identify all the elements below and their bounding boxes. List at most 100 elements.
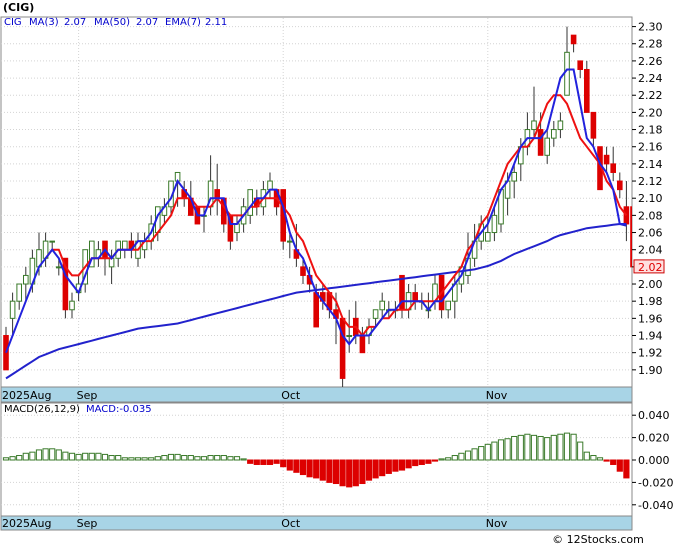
macd-bar xyxy=(458,452,465,461)
price-tick-label: 1.96 xyxy=(638,312,663,325)
macd-bar xyxy=(128,457,135,461)
last-price-label: 2.02 xyxy=(638,261,663,274)
macd-bar xyxy=(478,446,485,461)
macd-bar xyxy=(464,450,472,461)
candle-body xyxy=(372,309,379,319)
candle-body xyxy=(122,240,128,251)
price-tick-label: 2.30 xyxy=(638,21,663,34)
legend-ema7-label: EMA(7) xyxy=(165,17,201,28)
macd-bar xyxy=(438,458,445,461)
macd-bar xyxy=(616,459,623,472)
macd-bar xyxy=(299,459,307,476)
macd-tick-label: 0.000 xyxy=(638,454,670,467)
candle-body xyxy=(537,129,544,156)
candle-body xyxy=(89,240,95,268)
macd-bar xyxy=(379,459,386,477)
price-tick-label: 2.16 xyxy=(638,141,663,154)
macd-bar xyxy=(9,456,16,461)
legend-ma50-value: 2.07 xyxy=(136,17,158,28)
macd-bar xyxy=(596,457,604,461)
macd-bar xyxy=(49,448,56,461)
macd-bar xyxy=(570,433,577,461)
legend-symbol: CIG xyxy=(4,17,22,28)
candle-body xyxy=(577,60,584,70)
macd-bar xyxy=(134,457,142,461)
macd-bar xyxy=(451,455,458,461)
macd-bar xyxy=(319,459,326,481)
macd-bar xyxy=(471,448,478,461)
macd-bar xyxy=(352,459,359,487)
price-tick-label: 1.90 xyxy=(638,364,663,377)
candle-body xyxy=(551,129,557,139)
macd-bar xyxy=(590,455,597,461)
macd-bar xyxy=(273,459,280,464)
date-tick-label: Sep xyxy=(77,389,98,402)
macd-bar xyxy=(95,452,102,461)
macd-legend-value: MACD:-0.035 xyxy=(86,404,152,415)
price-tick-label: 2.08 xyxy=(638,209,663,222)
macd-bar xyxy=(524,433,531,461)
candle-body xyxy=(485,232,491,242)
date-tick-label: Nov xyxy=(486,389,508,402)
candle-body xyxy=(247,189,253,216)
macd-bar xyxy=(306,459,313,478)
date-tick-label: Nov xyxy=(486,517,508,530)
macd-bar xyxy=(200,456,208,461)
candle-body xyxy=(9,300,16,319)
macd-bar xyxy=(346,459,353,488)
price-tick-label: 1.98 xyxy=(638,295,663,308)
candle-body xyxy=(412,292,418,302)
candle-body xyxy=(445,300,451,311)
candle-body xyxy=(62,257,69,311)
candle-body xyxy=(16,283,22,302)
candle-body xyxy=(69,300,75,311)
macd-bar xyxy=(537,435,544,461)
macd-bar xyxy=(517,434,524,461)
macd-bar xyxy=(82,452,89,461)
price-tick-label: 2.18 xyxy=(638,124,663,137)
macd-bar xyxy=(425,459,432,464)
legend-ma50-label: MA(50) xyxy=(94,17,130,28)
macd-bar xyxy=(286,459,293,471)
ticker-title: (CIG) xyxy=(3,1,34,14)
macd-bar xyxy=(550,434,557,461)
macd-bar xyxy=(280,459,287,468)
macd-tick-label: -0.040 xyxy=(638,499,673,512)
macd-bar xyxy=(623,459,630,479)
macd-bar xyxy=(174,453,181,461)
macd-bar xyxy=(544,437,551,461)
candlestick-series xyxy=(3,26,632,387)
macd-bar xyxy=(603,459,610,462)
macd-y-axis: 0.040 0.020 0.000 -0.020 -0.040 xyxy=(632,409,673,512)
candle-body xyxy=(346,335,352,338)
candle-body xyxy=(617,180,623,191)
macd-bar xyxy=(412,459,419,467)
macd-bar xyxy=(75,453,82,461)
macd-bar xyxy=(484,443,491,461)
macd-bar xyxy=(161,455,168,461)
macd-bar xyxy=(207,455,214,461)
price-tick-label: 2.00 xyxy=(638,278,663,291)
candle-body xyxy=(603,154,610,165)
macd-x-axis: 2025Aug Sep Oct Nov xyxy=(2,517,508,530)
macd-bar xyxy=(253,459,260,465)
candle-body xyxy=(339,317,346,379)
macd-bar xyxy=(583,451,590,461)
macd-bar xyxy=(68,452,76,461)
date-tick-label: Sep xyxy=(77,517,98,530)
candle-body xyxy=(300,266,306,276)
ema7-line xyxy=(44,94,628,338)
last-price-badge xyxy=(633,259,665,274)
macd-bar xyxy=(121,457,128,461)
macd-bar xyxy=(359,459,366,485)
price-tick-label: 2.06 xyxy=(638,227,663,240)
price-tick-label: 2.14 xyxy=(638,158,663,171)
price-tick-label: 2.28 xyxy=(638,38,663,51)
candle-body xyxy=(564,51,570,96)
macd-bar xyxy=(313,459,320,479)
candle-body xyxy=(630,206,632,268)
macd-bar xyxy=(497,439,505,461)
date-tick-label: 2025Aug xyxy=(2,389,51,402)
macd-bar xyxy=(220,455,227,461)
macd-bar xyxy=(530,434,538,461)
